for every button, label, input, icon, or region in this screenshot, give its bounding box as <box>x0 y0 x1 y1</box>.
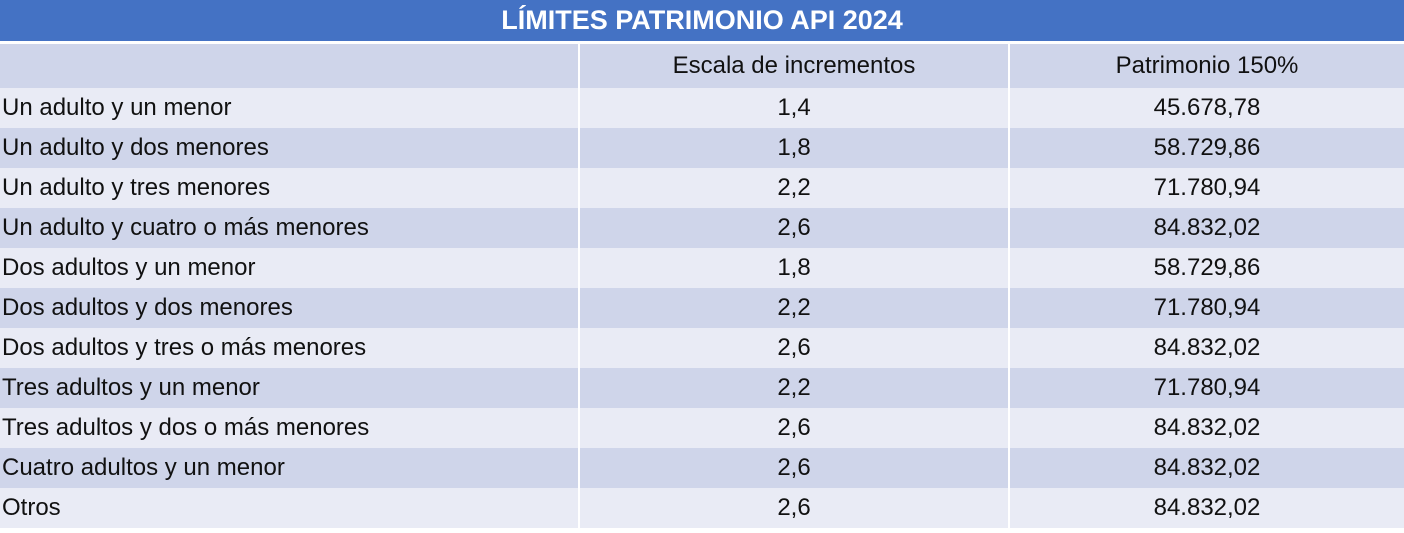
table-row: Cuatro adultos y un menor 2,6 84.832,02 <box>0 448 1404 488</box>
row-escala: 2,2 <box>579 288 1010 328</box>
row-label: Cuatro adultos y un menor <box>0 448 580 488</box>
row-escala: 2,2 <box>579 368 1010 408</box>
table-row: Otros 2,6 84.832,02 <box>0 488 1404 528</box>
row-patrimonio: 71.780,94 <box>1009 368 1404 408</box>
row-escala: 2,6 <box>579 488 1010 528</box>
row-escala: 1,8 <box>579 248 1010 288</box>
row-patrimonio: 84.832,02 <box>1009 208 1404 248</box>
row-patrimonio: 71.780,94 <box>1009 168 1404 208</box>
row-label: Un adulto y dos menores <box>0 128 580 168</box>
row-escala: 2,6 <box>579 328 1010 368</box>
row-patrimonio: 58.729,86 <box>1009 248 1404 288</box>
row-patrimonio: 84.832,02 <box>1009 328 1404 368</box>
row-label: Un adulto y tres menores <box>0 168 580 208</box>
row-patrimonio: 84.832,02 <box>1009 448 1404 488</box>
row-escala: 1,8 <box>579 128 1010 168</box>
table-title: LÍMITES PATRIMONIO API 2024 <box>0 0 1404 41</box>
row-label: Un adulto y un menor <box>0 88 580 128</box>
row-label: Un adulto y cuatro o más menores <box>0 208 580 248</box>
row-label: Tres adultos y dos o más menores <box>0 408 580 448</box>
row-label: Dos adultos y un menor <box>0 248 580 288</box>
header-patrimonio: Patrimonio 150% <box>1009 44 1404 88</box>
table-row: Un adulto y un menor 1,4 45.678,78 <box>0 88 1404 128</box>
row-patrimonio: 45.678,78 <box>1009 88 1404 128</box>
row-escala: 1,4 <box>579 88 1010 128</box>
table-row: Dos adultos y tres o más menores 2,6 84.… <box>0 328 1404 368</box>
row-patrimonio: 58.729,86 <box>1009 128 1404 168</box>
row-label: Dos adultos y dos menores <box>0 288 580 328</box>
row-label: Dos adultos y tres o más menores <box>0 328 580 368</box>
row-escala: 2,6 <box>579 208 1010 248</box>
table-row: Tres adultos y dos o más menores 2,6 84.… <box>0 408 1404 448</box>
limits-table: Escala de incrementos Patrimonio 150% Un… <box>0 44 1404 528</box>
row-label: Tres adultos y un menor <box>0 368 580 408</box>
row-escala: 2,2 <box>579 168 1010 208</box>
row-patrimonio: 84.832,02 <box>1009 488 1404 528</box>
table-row: Un adulto y tres menores 2,2 71.780,94 <box>0 168 1404 208</box>
row-label: Otros <box>0 488 580 528</box>
table-header-row: Escala de incrementos Patrimonio 150% <box>0 44 1404 88</box>
table-row: Un adulto y dos menores 1,8 58.729,86 <box>0 128 1404 168</box>
row-patrimonio: 84.832,02 <box>1009 408 1404 448</box>
table-row: Dos adultos y dos menores 2,2 71.780,94 <box>0 288 1404 328</box>
header-category <box>0 44 580 88</box>
row-escala: 2,6 <box>579 408 1010 448</box>
table-row: Dos adultos y un menor 1,8 58.729,86 <box>0 248 1404 288</box>
header-escala: Escala de incrementos <box>579 44 1010 88</box>
table-row: Tres adultos y un menor 2,2 71.780,94 <box>0 368 1404 408</box>
table-row: Un adulto y cuatro o más menores 2,6 84.… <box>0 208 1404 248</box>
row-escala: 2,6 <box>579 448 1010 488</box>
row-patrimonio: 71.780,94 <box>1009 288 1404 328</box>
